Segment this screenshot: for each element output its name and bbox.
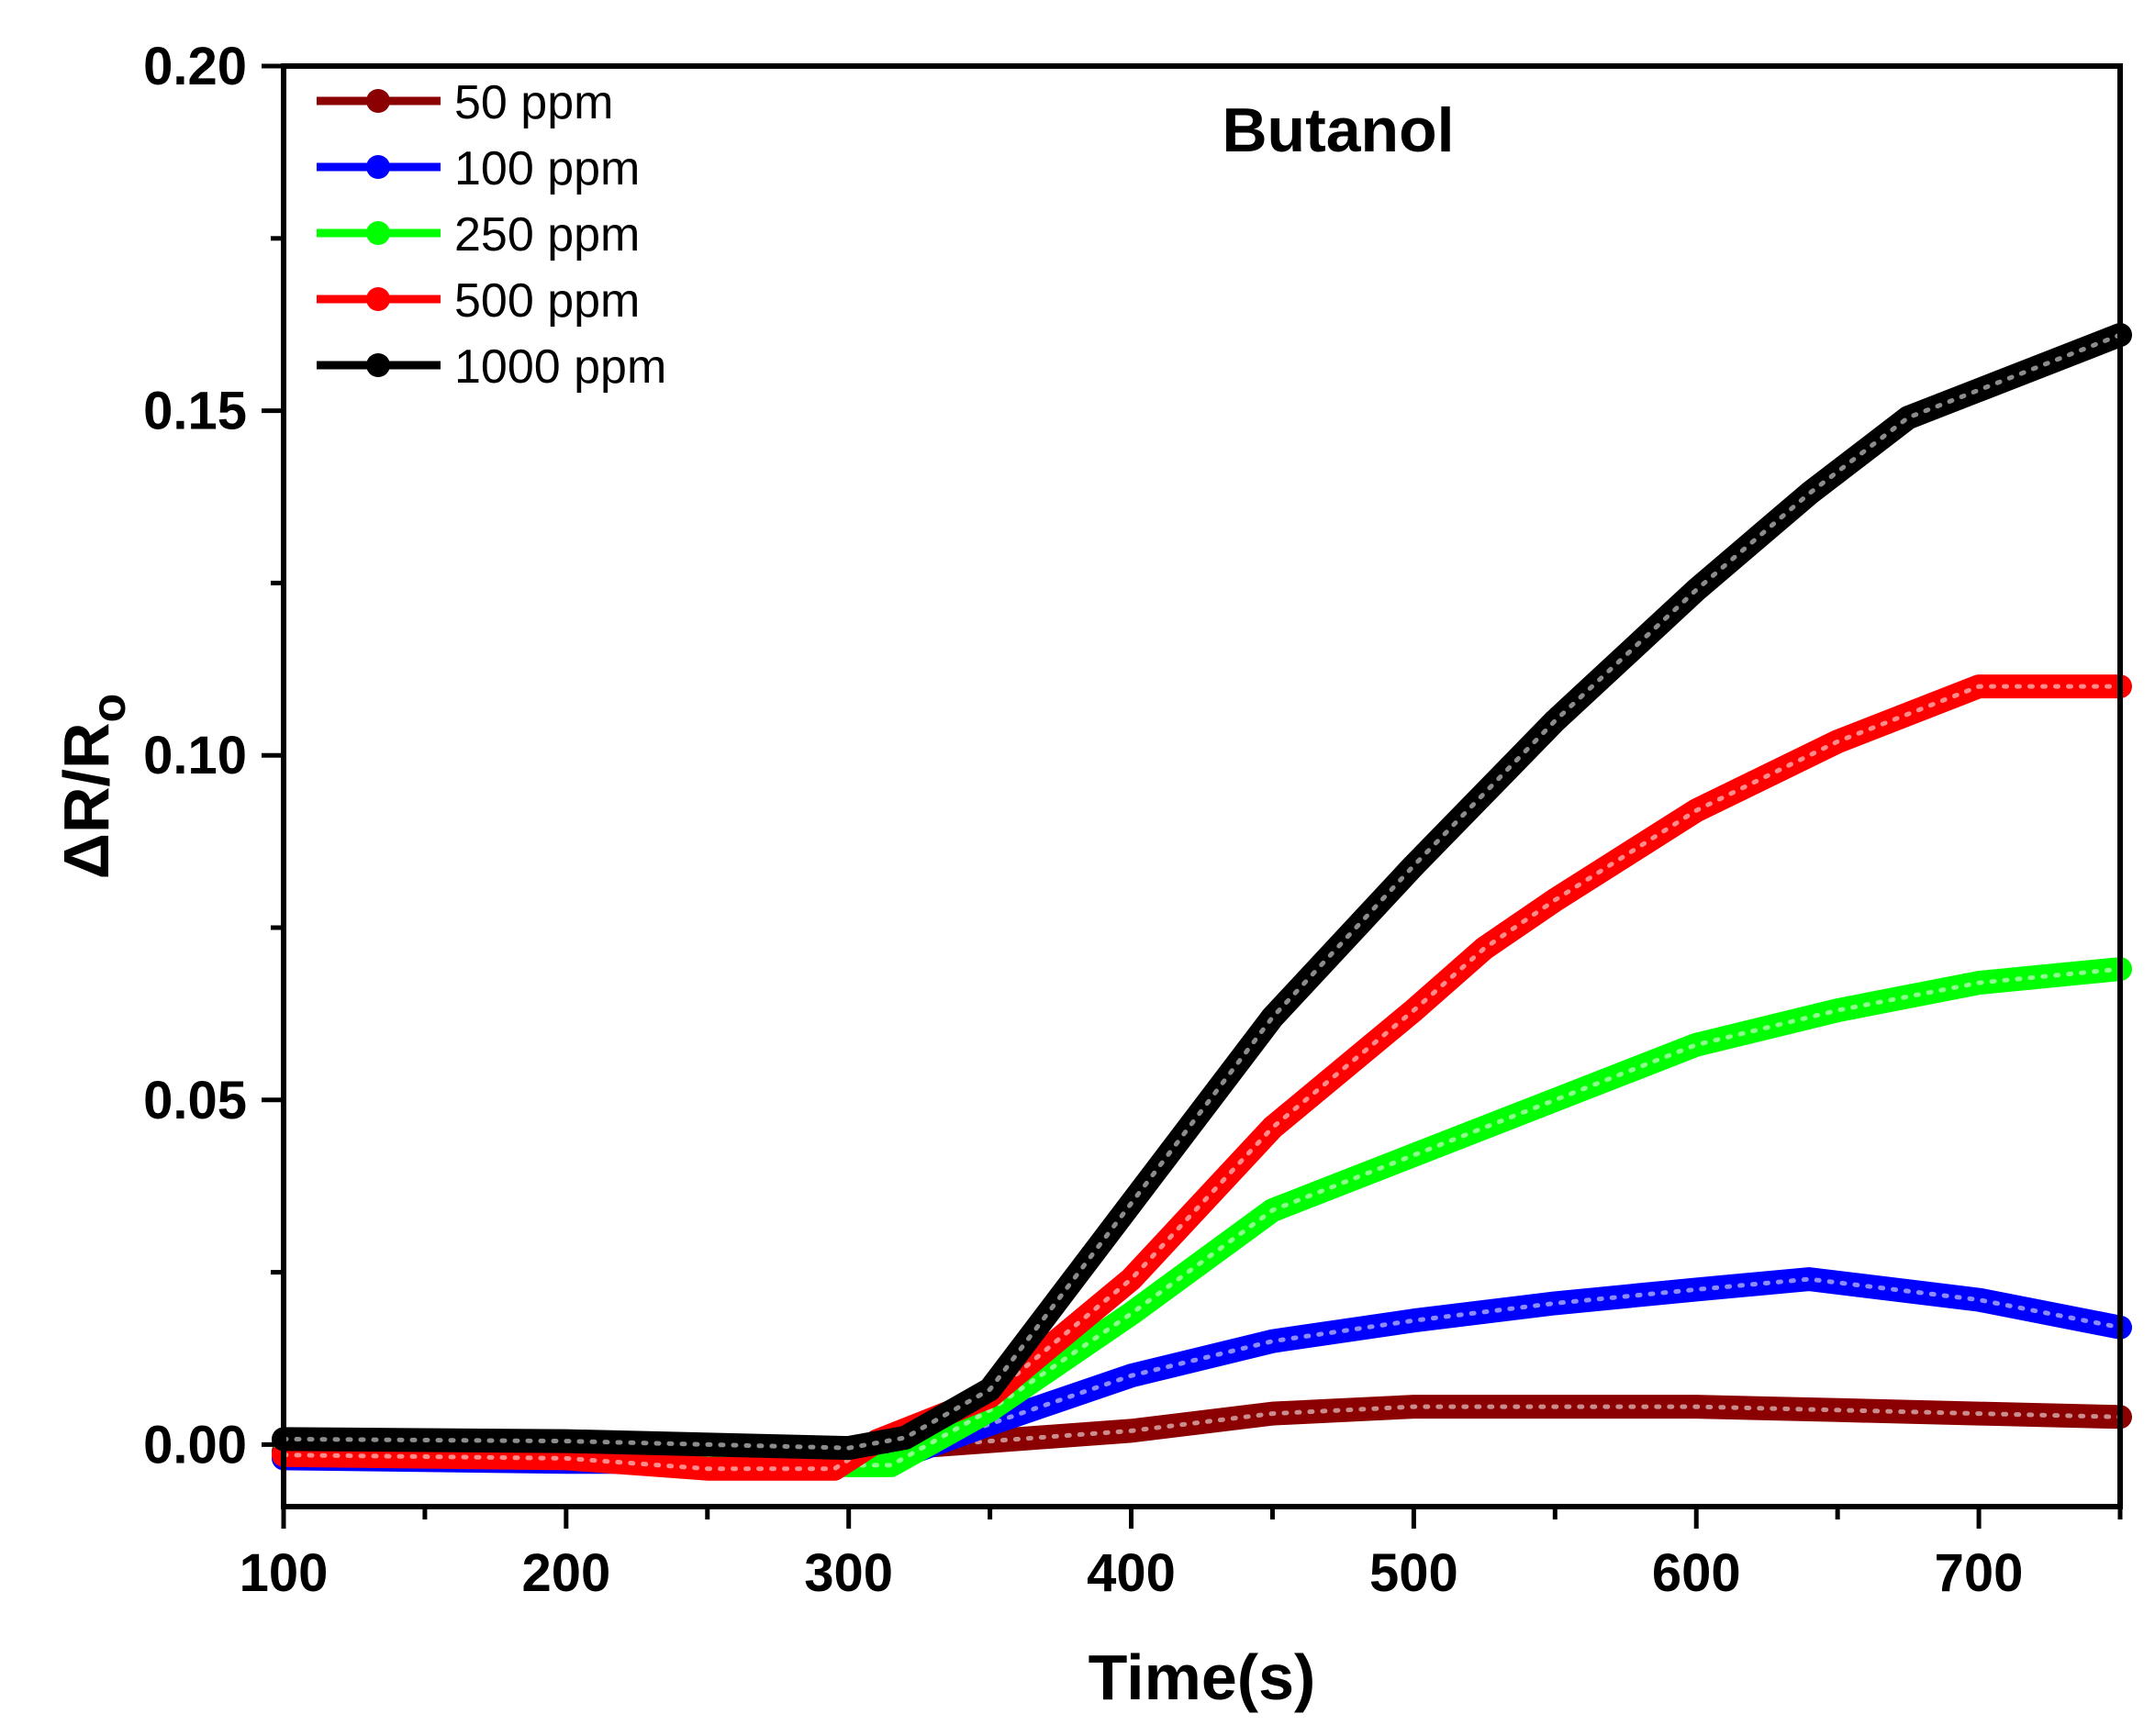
x-tick-label: 300 [804, 1543, 893, 1603]
chart-title: Butanol [1222, 95, 1454, 165]
legend-swatch-marker [366, 155, 390, 179]
series-markers [281, 332, 2123, 1451]
y-axis-title-base: ΔR/R [50, 722, 122, 879]
y-tick-label: 0.10 [143, 726, 247, 785]
series-markers [281, 684, 2123, 1472]
x-tick-label: 600 [1652, 1543, 1741, 1603]
x-tick-label: 500 [1369, 1543, 1458, 1603]
legend-swatch-marker [366, 89, 390, 113]
legend-item: 50 ppm [317, 76, 613, 129]
legend-label: 500 ppm [454, 274, 640, 328]
series-1000-ppm [272, 323, 2132, 1461]
x-tick-label: 100 [240, 1543, 329, 1603]
x-tick-label: 400 [1087, 1543, 1176, 1603]
legend-label: 100 ppm [454, 142, 640, 195]
y-tick-label: 0.00 [143, 1415, 247, 1474]
legend-item: 250 ppm [317, 208, 640, 262]
tick-labels: 100 200 300 400 500 600 700 0.00 0.05 0.10 0.15 0.2… [143, 37, 2023, 1603]
y-axis-title: ΔR/Ro [50, 694, 136, 880]
x-axis-title: Time(s) [1089, 1641, 1316, 1713]
legend-swatch-marker [366, 221, 390, 245]
legend: 50 ppm 100 ppm 250 ppm 500 ppm 1000 ppm [317, 76, 666, 394]
x-tick-label: 200 [521, 1543, 610, 1603]
legend-label: 50 ppm [454, 76, 613, 129]
series-group [272, 323, 2132, 1481]
legend-swatch-marker [366, 287, 390, 311]
legend-item: 500 ppm [317, 274, 640, 328]
axis-ticks [262, 63, 2123, 1529]
y-tick-label: 0.05 [143, 1071, 247, 1130]
legend-swatch-marker [366, 353, 390, 377]
x-tick-label: 700 [1935, 1543, 2024, 1603]
legend-item: 1000 ppm [317, 340, 666, 394]
plot-frame [281, 63, 2123, 1509]
y-tick-label: 0.15 [143, 382, 247, 441]
legend-label: 1000 ppm [454, 340, 666, 394]
y-tick-label: 0.20 [143, 37, 247, 96]
legend-label: 250 ppm [454, 208, 640, 262]
legend-item: 100 ppm [317, 142, 640, 195]
y-axis-title-subscript: o [83, 694, 136, 723]
series-500-ppm [272, 674, 2132, 1481]
